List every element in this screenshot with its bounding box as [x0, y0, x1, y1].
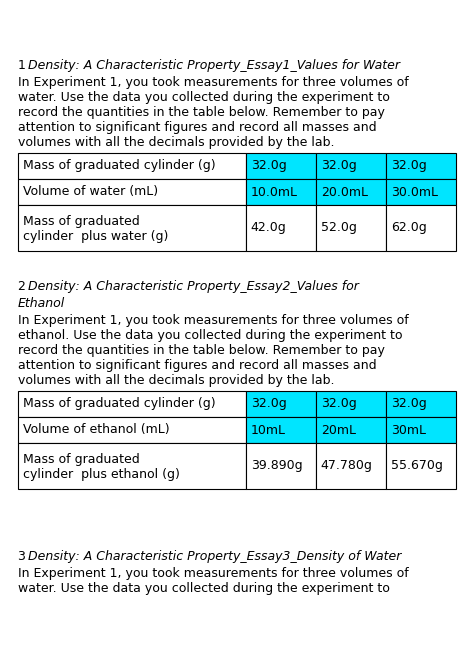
- Text: volumes with all the decimals provided by the lab.: volumes with all the decimals provided b…: [18, 374, 335, 387]
- Text: 62.0g: 62.0g: [391, 221, 427, 235]
- Bar: [246, 417, 316, 443]
- Bar: [386, 205, 456, 251]
- Text: 32.0g: 32.0g: [251, 397, 286, 411]
- Bar: [386, 391, 456, 417]
- Text: 32.0g: 32.0g: [321, 159, 356, 173]
- Bar: [316, 179, 386, 205]
- Text: 3: 3: [18, 550, 30, 563]
- Text: 10mL: 10mL: [251, 423, 286, 436]
- Bar: [246, 391, 316, 417]
- Text: volumes with all the decimals provided by the lab.: volumes with all the decimals provided b…: [18, 136, 335, 149]
- Text: Mass of graduated cylinder (g): Mass of graduated cylinder (g): [23, 159, 216, 173]
- Bar: [18, 417, 246, 443]
- Bar: [246, 205, 316, 251]
- Text: record the quantities in the table below. Remember to pay: record the quantities in the table below…: [18, 344, 385, 357]
- Text: Mass of graduated: Mass of graduated: [23, 453, 140, 466]
- Bar: [316, 417, 386, 443]
- Text: 20.0mL: 20.0mL: [321, 185, 368, 199]
- Text: Mass of graduated: Mass of graduated: [23, 215, 140, 227]
- Text: water. Use the data you collected during the experiment to: water. Use the data you collected during…: [18, 91, 390, 104]
- Text: In Experiment 1, you took measurements for three volumes of: In Experiment 1, you took measurements f…: [18, 567, 409, 580]
- Text: 30.0mL: 30.0mL: [391, 185, 438, 199]
- Bar: [246, 153, 316, 179]
- Text: Density: A Characteristic Property_Essay3_Density of Water: Density: A Characteristic Property_Essay…: [28, 550, 401, 563]
- Text: attention to significant figures and record all masses and: attention to significant figures and rec…: [18, 359, 377, 372]
- Text: 42.0g: 42.0g: [251, 221, 286, 235]
- Text: 47.780g: 47.780g: [321, 460, 373, 472]
- Text: 30mL: 30mL: [391, 423, 426, 436]
- Bar: [386, 417, 456, 443]
- Text: cylinder  plus ethanol (g): cylinder plus ethanol (g): [23, 468, 180, 481]
- Text: Mass of graduated cylinder (g): Mass of graduated cylinder (g): [23, 397, 216, 411]
- Text: In Experiment 1, you took measurements for three volumes of: In Experiment 1, you took measurements f…: [18, 76, 409, 89]
- Bar: [246, 179, 316, 205]
- Bar: [18, 443, 246, 489]
- Bar: [386, 443, 456, 489]
- Bar: [18, 205, 246, 251]
- Bar: [246, 443, 316, 489]
- Bar: [316, 391, 386, 417]
- Bar: [316, 153, 386, 179]
- Text: In Experiment 1, you took measurements for three volumes of: In Experiment 1, you took measurements f…: [18, 314, 409, 327]
- Text: Density: A Characteristic Property_Essay2_Values for: Density: A Characteristic Property_Essay…: [28, 280, 359, 293]
- Text: 32.0g: 32.0g: [391, 397, 427, 411]
- Text: 55.670g: 55.670g: [391, 460, 443, 472]
- Text: record the quantities in the table below. Remember to pay: record the quantities in the table below…: [18, 106, 385, 119]
- Text: ethanol. Use the data you collected during the experiment to: ethanol. Use the data you collected duri…: [18, 329, 402, 342]
- Bar: [316, 443, 386, 489]
- Text: 32.0g: 32.0g: [251, 159, 286, 173]
- Text: 1: 1: [18, 59, 30, 72]
- Text: water. Use the data you collected during the experiment to: water. Use the data you collected during…: [18, 582, 390, 595]
- Text: Ethanol: Ethanol: [18, 297, 65, 310]
- Text: 10.0mL: 10.0mL: [251, 185, 298, 199]
- Text: 39.890g: 39.890g: [251, 460, 302, 472]
- Text: Volume of ethanol (mL): Volume of ethanol (mL): [23, 423, 170, 436]
- Bar: [18, 391, 246, 417]
- Text: attention to significant figures and record all masses and: attention to significant figures and rec…: [18, 121, 377, 134]
- Text: 2: 2: [18, 280, 30, 293]
- Bar: [386, 179, 456, 205]
- Text: Density: A Characteristic Property_Essay1_Values for Water: Density: A Characteristic Property_Essay…: [28, 59, 400, 72]
- Text: Volume of water (mL): Volume of water (mL): [23, 185, 158, 199]
- Bar: [18, 153, 246, 179]
- Text: 52.0g: 52.0g: [321, 221, 357, 235]
- Bar: [386, 153, 456, 179]
- Text: 32.0g: 32.0g: [321, 397, 356, 411]
- Bar: [18, 179, 246, 205]
- Bar: [316, 205, 386, 251]
- Text: cylinder  plus water (g): cylinder plus water (g): [23, 229, 168, 243]
- Text: 32.0g: 32.0g: [391, 159, 427, 173]
- Text: 20mL: 20mL: [321, 423, 356, 436]
